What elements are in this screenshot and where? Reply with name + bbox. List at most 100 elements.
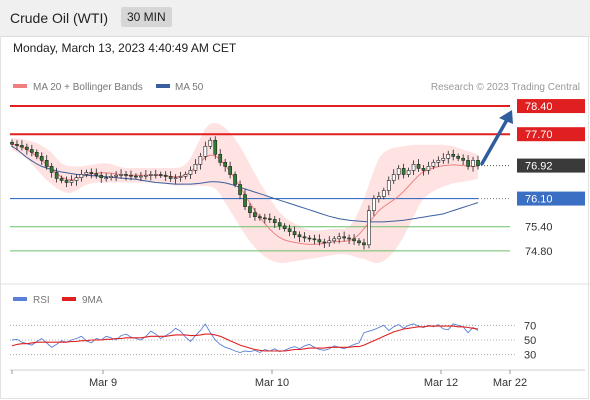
candle xyxy=(74,177,79,181)
candle xyxy=(401,168,406,175)
candle xyxy=(158,174,163,176)
candle xyxy=(471,160,475,167)
rsi-ma-legend-swatch xyxy=(62,297,76,301)
candle xyxy=(203,145,208,157)
projection-arrow-layer xyxy=(480,110,513,166)
target-label: 74.80 xyxy=(525,246,553,258)
candle xyxy=(109,176,113,178)
candle xyxy=(243,194,247,207)
candle xyxy=(421,168,426,171)
candle xyxy=(406,170,411,175)
candle xyxy=(381,190,386,197)
candle xyxy=(193,164,198,171)
candle xyxy=(287,228,292,232)
candle xyxy=(411,164,416,171)
resistance-label-box xyxy=(517,99,585,114)
candle xyxy=(322,241,327,244)
candle xyxy=(362,242,366,246)
candle xyxy=(436,160,441,163)
current-price-box xyxy=(517,158,585,173)
chart-header: Crude Oil (WTI) 30 MIN xyxy=(0,0,590,37)
candle xyxy=(124,174,128,176)
x-axis-tick-label: Mar 9 xyxy=(89,377,117,389)
candle xyxy=(391,174,396,181)
candle xyxy=(342,236,346,239)
candle xyxy=(297,234,302,238)
candle xyxy=(258,216,262,219)
candle xyxy=(218,154,223,163)
candle xyxy=(188,170,193,175)
candle xyxy=(49,166,54,173)
candle xyxy=(357,240,361,244)
bollinger-legend-swatch xyxy=(13,84,27,88)
candle xyxy=(332,238,337,242)
candle xyxy=(39,156,44,161)
ma50-legend-swatch xyxy=(156,84,170,88)
candle xyxy=(54,172,59,179)
resistance-label-box xyxy=(517,127,585,142)
candle xyxy=(253,212,257,217)
candle xyxy=(139,175,143,178)
ma50-line xyxy=(11,145,479,223)
support-label-box xyxy=(517,191,585,206)
projection-arrow-shaft xyxy=(480,116,510,166)
candle xyxy=(426,166,431,171)
rsi-tick-label: 70 xyxy=(524,320,536,332)
candle xyxy=(134,175,138,178)
resistance-label: 77.70 xyxy=(525,129,553,141)
rsi-line xyxy=(11,323,479,354)
candle xyxy=(461,158,465,161)
candle xyxy=(272,219,277,224)
candle xyxy=(64,180,69,183)
resistance-label: 78.40 xyxy=(525,101,553,113)
candle xyxy=(307,237,312,240)
candle xyxy=(144,174,148,177)
candle xyxy=(267,218,272,220)
level-labels-layer: 78.40 77.70 76.92 76.10 75.40 74.80 xyxy=(517,99,585,258)
projection-arrow-head xyxy=(499,110,513,125)
rsi-ma-legend-label: 9MA xyxy=(82,295,103,306)
candle xyxy=(114,174,118,177)
x-axis-ticks: Mar 9 Mar 10 Mar 12 Mar 22 xyxy=(11,370,527,389)
candle xyxy=(163,174,168,177)
candle xyxy=(168,176,173,179)
candle xyxy=(277,222,282,227)
candle xyxy=(228,166,232,175)
candle xyxy=(302,236,307,239)
candle xyxy=(104,177,109,179)
x-axis-tick-label: Mar 22 xyxy=(493,377,527,389)
candle xyxy=(377,196,381,199)
bollinger-legend-label: MA 20 + Bollinger Bands xyxy=(33,82,143,93)
date-line: Monday, March 13, 2023 4:40:49 AM CET xyxy=(13,41,237,55)
candle xyxy=(456,156,461,159)
candle xyxy=(317,239,322,243)
ma50-legend-label: MA 50 xyxy=(175,82,204,93)
candle xyxy=(20,145,24,148)
candle xyxy=(25,146,29,150)
candle xyxy=(15,143,19,146)
candle xyxy=(44,160,49,167)
candle xyxy=(367,210,371,246)
x-axis-tick-label: Mar 12 xyxy=(424,377,458,389)
candle xyxy=(347,237,351,240)
candle xyxy=(99,174,104,178)
candle xyxy=(352,238,356,242)
candle xyxy=(396,168,401,175)
candle xyxy=(79,174,84,178)
support-label: 76.10 xyxy=(525,194,553,206)
candle xyxy=(119,174,123,176)
rsi-panel: 70 50 30 xyxy=(10,320,536,362)
instrument-title: Crude Oil (WTI) xyxy=(10,10,108,26)
rsi-legend-swatch xyxy=(13,297,27,301)
candle xyxy=(386,180,391,191)
candle xyxy=(29,149,34,153)
candle xyxy=(129,174,133,177)
candle xyxy=(327,240,332,244)
candle xyxy=(282,225,287,230)
timeframe-button[interactable]: 30 MIN xyxy=(121,7,172,27)
rsi-ma-line xyxy=(11,325,479,352)
candle xyxy=(148,174,153,176)
candle xyxy=(59,178,64,181)
candle xyxy=(34,152,39,157)
